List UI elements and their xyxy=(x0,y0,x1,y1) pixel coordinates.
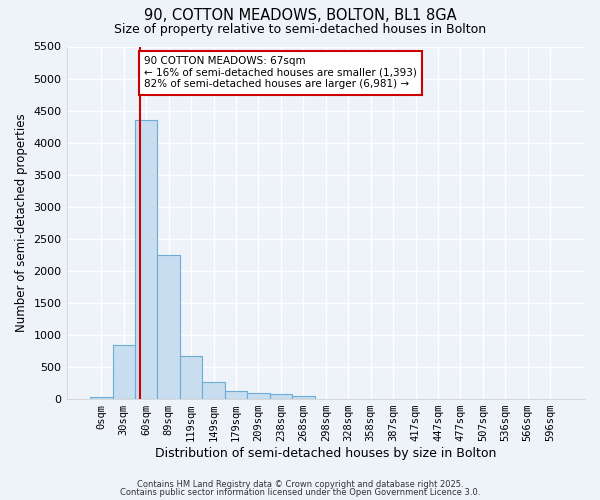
Bar xyxy=(113,344,135,399)
Bar xyxy=(225,390,247,399)
Bar xyxy=(135,120,157,399)
Bar xyxy=(157,255,180,399)
Bar xyxy=(180,356,202,399)
Text: Contains HM Land Registry data © Crown copyright and database right 2025.: Contains HM Land Registry data © Crown c… xyxy=(137,480,463,489)
Text: Contains public sector information licensed under the Open Government Licence 3.: Contains public sector information licen… xyxy=(120,488,480,497)
Text: 90, COTTON MEADOWS, BOLTON, BL1 8GA: 90, COTTON MEADOWS, BOLTON, BL1 8GA xyxy=(143,8,457,22)
X-axis label: Distribution of semi-detached houses by size in Bolton: Distribution of semi-detached houses by … xyxy=(155,447,496,460)
Bar xyxy=(292,396,314,399)
Bar xyxy=(90,397,113,399)
Y-axis label: Number of semi-detached properties: Number of semi-detached properties xyxy=(15,114,28,332)
Text: 90 COTTON MEADOWS: 67sqm
← 16% of semi-detached houses are smaller (1,393)
82% o: 90 COTTON MEADOWS: 67sqm ← 16% of semi-d… xyxy=(144,56,416,90)
Text: Size of property relative to semi-detached houses in Bolton: Size of property relative to semi-detach… xyxy=(114,22,486,36)
Bar xyxy=(269,394,292,399)
Bar xyxy=(202,382,225,399)
Bar xyxy=(247,392,269,399)
